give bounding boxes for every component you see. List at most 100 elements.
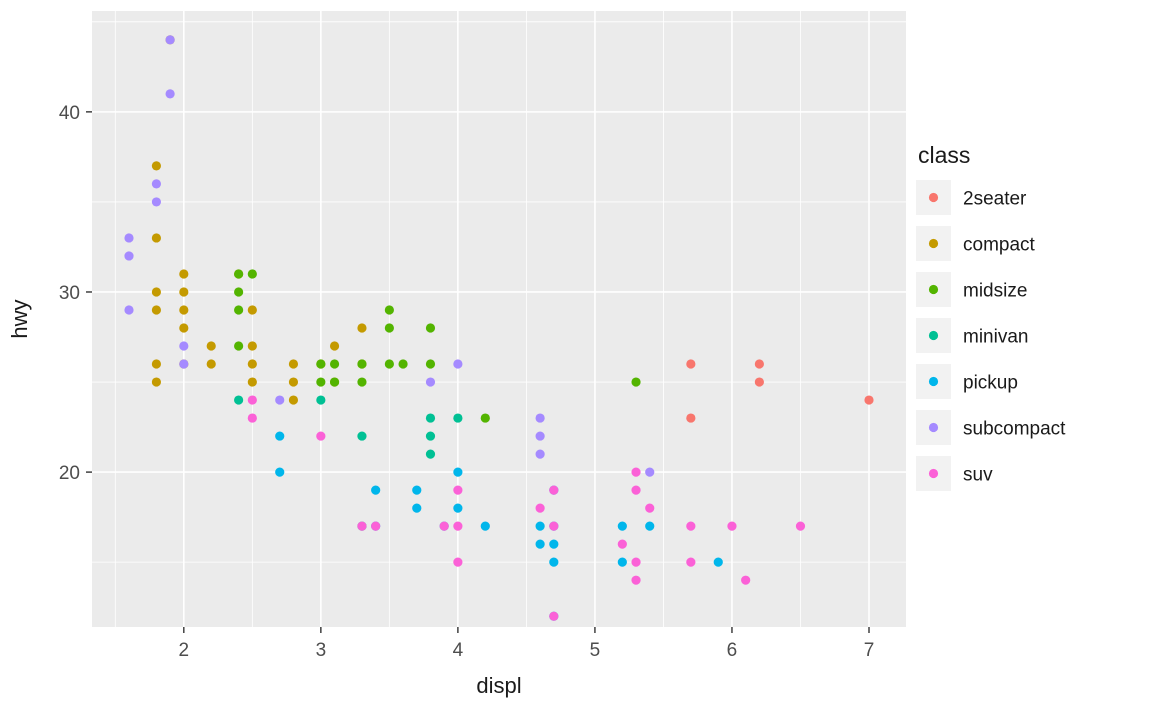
data-point-compact bbox=[151, 233, 162, 243]
data-point-suv bbox=[631, 575, 641, 585]
legend-title: class bbox=[918, 142, 970, 168]
legend-label-2seater: 2seater bbox=[963, 189, 1027, 210]
data-point-midsize bbox=[234, 287, 244, 297]
data-point-midsize bbox=[357, 359, 367, 369]
data-point-subcompact bbox=[124, 305, 134, 315]
data-point-2seater bbox=[686, 413, 696, 423]
data-point-midsize bbox=[384, 323, 394, 333]
data-point-midsize bbox=[234, 341, 244, 351]
legend-entries: 2seater compact midsize minivan pickup subcom… bbox=[916, 180, 1066, 491]
data-point-suv bbox=[631, 485, 641, 495]
legend-label-subcompact: subcompact bbox=[963, 419, 1066, 440]
data-point-subcompact bbox=[165, 35, 175, 45]
data-point-suv bbox=[631, 467, 641, 477]
data-point-suv bbox=[645, 503, 655, 513]
data-point-midsize bbox=[329, 359, 340, 369]
y-tick-label: 40 bbox=[59, 103, 80, 124]
data-point-subcompact bbox=[179, 359, 189, 369]
data-point-subcompact bbox=[645, 467, 655, 477]
data-point-compact bbox=[151, 305, 162, 315]
x-tick-label: 7 bbox=[864, 640, 875, 661]
data-point-minivan bbox=[453, 413, 463, 423]
data-point-midsize bbox=[384, 305, 394, 315]
data-points bbox=[124, 35, 874, 621]
data-point-subcompact bbox=[179, 341, 189, 351]
legend-key-point-suv bbox=[928, 468, 939, 479]
data-point-suv bbox=[549, 485, 559, 495]
legend-key-point-pickup bbox=[928, 376, 939, 387]
plot-panel bbox=[92, 11, 906, 627]
data-point-subcompact bbox=[535, 431, 545, 441]
y-tick-label: 20 bbox=[59, 463, 80, 484]
data-point-compact bbox=[206, 341, 216, 351]
legend-label-suv: suv bbox=[963, 465, 993, 486]
legend-key-point-minivan bbox=[928, 330, 939, 341]
data-point-compact bbox=[179, 323, 189, 333]
data-point-compact bbox=[288, 395, 299, 405]
data-point-pickup bbox=[371, 485, 381, 495]
data-point-suv bbox=[727, 521, 737, 531]
data-point-midsize bbox=[234, 269, 244, 279]
data-point-midsize bbox=[631, 377, 641, 387]
data-point-compact bbox=[247, 305, 257, 315]
data-point-subcompact bbox=[535, 449, 545, 459]
data-point-midsize bbox=[480, 413, 490, 423]
data-point-pickup bbox=[480, 521, 490, 531]
data-point-pickup bbox=[549, 539, 559, 549]
data-point-subcompact bbox=[453, 359, 463, 369]
data-point-suv bbox=[247, 395, 257, 405]
data-point-subcompact bbox=[124, 233, 134, 243]
data-point-subcompact bbox=[151, 179, 162, 189]
data-point-suv bbox=[453, 485, 463, 495]
legend-key-point-subcompact bbox=[928, 422, 939, 433]
data-point-compact bbox=[151, 359, 162, 369]
data-point-compact bbox=[179, 287, 189, 297]
data-point-midsize bbox=[425, 359, 436, 369]
legend-key-point-midsize bbox=[928, 284, 939, 295]
data-point-compact bbox=[206, 359, 216, 369]
data-point-suv bbox=[439, 521, 449, 531]
data-point-2seater bbox=[754, 377, 764, 387]
data-point-subcompact bbox=[151, 197, 162, 207]
data-point-2seater bbox=[864, 395, 874, 405]
data-point-suv bbox=[686, 521, 696, 531]
data-point-compact bbox=[151, 161, 162, 171]
data-point-pickup bbox=[412, 485, 422, 495]
data-point-subcompact bbox=[165, 89, 175, 99]
data-point-suv bbox=[535, 503, 545, 513]
legend-key-point-compact bbox=[928, 238, 939, 249]
data-point-suv bbox=[617, 539, 627, 549]
data-point-compact bbox=[357, 323, 367, 333]
legend-label-compact: compact bbox=[963, 235, 1036, 256]
data-point-subcompact bbox=[124, 251, 134, 261]
data-point-pickup bbox=[275, 431, 285, 441]
data-point-midsize bbox=[357, 377, 367, 387]
data-point-compact bbox=[247, 377, 257, 387]
x-tick-label: 6 bbox=[727, 640, 738, 661]
data-point-pickup bbox=[617, 557, 627, 567]
x-axis-title: displ bbox=[476, 673, 521, 698]
minor-gridlines bbox=[92, 11, 906, 627]
data-point-compact bbox=[288, 377, 299, 387]
x-tick-label: 5 bbox=[590, 640, 601, 661]
data-point-suv bbox=[357, 521, 367, 531]
data-point-pickup bbox=[645, 521, 655, 531]
data-point-pickup bbox=[535, 521, 545, 531]
data-point-minivan bbox=[425, 431, 436, 441]
data-point-minivan bbox=[316, 395, 326, 405]
data-point-suv bbox=[741, 575, 751, 585]
legend-label-midsize: midsize bbox=[963, 281, 1027, 302]
data-point-compact bbox=[179, 269, 189, 279]
data-point-suv bbox=[316, 431, 326, 441]
axis-tick-marks bbox=[86, 111, 870, 633]
data-point-2seater bbox=[686, 359, 696, 369]
legend-label-minivan: minivan bbox=[963, 327, 1028, 348]
data-point-suv bbox=[371, 521, 381, 531]
data-point-compact bbox=[247, 341, 257, 351]
data-point-suv bbox=[549, 611, 559, 621]
data-point-pickup bbox=[453, 467, 463, 477]
data-point-suv bbox=[453, 521, 463, 531]
data-point-pickup bbox=[535, 539, 545, 549]
data-point-compact bbox=[179, 305, 189, 315]
